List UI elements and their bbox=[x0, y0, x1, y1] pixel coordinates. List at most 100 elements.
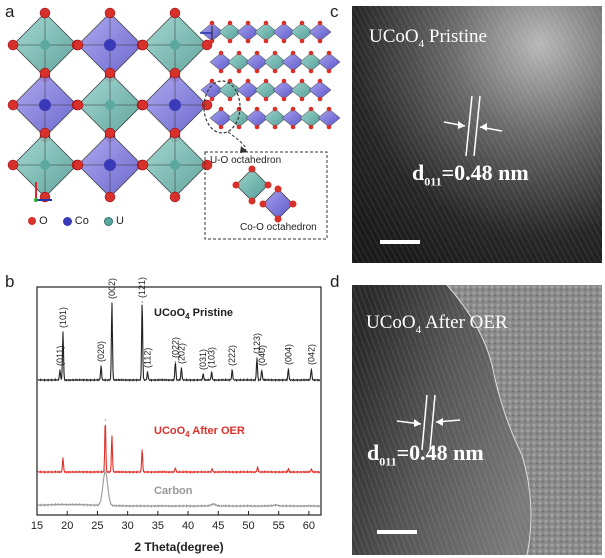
x-axis-title: 2 Theta(degree) bbox=[134, 540, 223, 554]
d-spacing-c-sub: 011 bbox=[424, 174, 442, 189]
tem-image-after-oer bbox=[352, 285, 602, 555]
xrd-peak-point bbox=[111, 435, 113, 437]
xrd-series-line bbox=[37, 303, 321, 383]
x-tick-label: 40 bbox=[182, 520, 194, 532]
octahedra-layer bbox=[209, 106, 340, 130]
tem-title-d-tail: After OER bbox=[421, 312, 508, 333]
x-tick-label: 55 bbox=[273, 520, 285, 532]
tem-title-c-main: UCoO bbox=[369, 26, 419, 47]
highlight-ellipse bbox=[203, 80, 241, 134]
xrd-peak-point bbox=[180, 367, 183, 369]
xrd-peak-point bbox=[59, 369, 61, 371]
miller-index-label: (022) bbox=[170, 337, 180, 358]
d-spacing-label-d: d011=0.48 nm bbox=[367, 440, 484, 469]
miller-index-label: (101) bbox=[58, 307, 68, 328]
xrd-peak-point bbox=[174, 467, 176, 469]
xrd-peak-point bbox=[141, 449, 143, 451]
panel-a-crystal-structure: a U-O octahedron Co-O octahedron bbox=[0, 0, 340, 265]
series-label-carbon: Carbon bbox=[154, 485, 193, 497]
crystal-structure-drawing bbox=[7, 7, 340, 240]
d-spacing-c-main: d bbox=[412, 160, 425, 185]
series-label-pristine: UCoO4 Pristine bbox=[154, 307, 233, 321]
xrd-peak-point bbox=[146, 371, 149, 373]
panel-b-xrd-chart: b 15 20 25 30 35 40 45 50 55 60 (011) (101) (020) (0… bbox=[0, 272, 340, 558]
xrd-peak-point bbox=[310, 368, 312, 370]
legend-label-u: U bbox=[115, 215, 124, 227]
miller-index-label: (002) bbox=[107, 278, 117, 299]
miller-index-label: (112) bbox=[143, 348, 153, 368]
co-o-octahedron bbox=[72, 127, 148, 203]
xrd-peak-point bbox=[202, 373, 204, 375]
xrd-peak-point bbox=[211, 468, 213, 470]
panel-label-b: b bbox=[5, 272, 15, 291]
plot-frame bbox=[36, 286, 322, 516]
x-tick-label: 50 bbox=[242, 520, 254, 532]
cobalt-atom-icon bbox=[62, 216, 72, 226]
xrd-series-line bbox=[37, 469, 321, 509]
miller-index-label: (020) bbox=[96, 341, 106, 362]
xrd-peak-point bbox=[256, 357, 258, 359]
octahedra-layer bbox=[209, 50, 340, 74]
tem-title-d: UCoO4 After OER bbox=[366, 312, 508, 336]
tem-title-c: UCoO4 Pristine bbox=[369, 26, 487, 50]
x-tick-label: 25 bbox=[91, 520, 103, 532]
miller-index-label: (202) bbox=[176, 343, 186, 364]
d-spacing-d-sub: 011 bbox=[379, 454, 397, 469]
xrd-peak-point bbox=[287, 468, 289, 470]
panel-label-d: d bbox=[330, 272, 340, 291]
miller-index-label: (222) bbox=[227, 345, 237, 366]
miller-index-label: (123) bbox=[252, 333, 262, 354]
octahedra-grid bbox=[7, 7, 213, 203]
xrd-series-line bbox=[37, 424, 321, 475]
xrd-peak-point bbox=[310, 468, 312, 470]
x-tick-label: 45 bbox=[212, 520, 224, 532]
miller-index-label: (042) bbox=[306, 344, 316, 365]
d-spacing-label-c: d011=0.48 nm bbox=[412, 160, 529, 189]
xrd-peak-point bbox=[111, 302, 113, 304]
miller-index-label: (031) bbox=[198, 349, 208, 370]
tem-title-d-main: UCoO bbox=[366, 312, 416, 333]
u-o-octahedron bbox=[7, 127, 83, 203]
co-o-octahedron bbox=[7, 67, 83, 143]
xrd-peak-point bbox=[174, 361, 176, 363]
xrd-peak-point bbox=[62, 331, 64, 333]
panel-label-c: c bbox=[330, 2, 339, 21]
uranium-atom-icon bbox=[103, 216, 113, 226]
co-o-octahedron-label: Co-O octahedron bbox=[240, 222, 317, 233]
panel-d-tem-after-oer: d UCoO4 After OER d011=0.48 nm bbox=[330, 272, 605, 558]
miller-index-label: (121) bbox=[137, 277, 147, 298]
xrd-peak-point bbox=[275, 504, 277, 506]
oxygen-atom-icon bbox=[28, 217, 36, 226]
xrd-peak-point bbox=[261, 369, 263, 371]
xrd-peak-point bbox=[100, 365, 102, 367]
x-tick-label: 60 bbox=[303, 520, 315, 532]
octahedra-layer bbox=[200, 78, 332, 102]
xrd-peak-point bbox=[104, 471, 106, 473]
inset-co-o-octahedron bbox=[259, 185, 297, 223]
xrd-peak-point bbox=[256, 466, 259, 468]
u-o-octahedron-label: U-O octahedron bbox=[210, 155, 282, 166]
d-spacing-d-main: d bbox=[367, 440, 380, 465]
x-tick-label: 30 bbox=[122, 520, 134, 532]
legend-label-co: Co bbox=[74, 215, 89, 227]
x-tick-label: 15 bbox=[31, 520, 43, 532]
legend-label-o: O bbox=[39, 215, 48, 227]
panel-c-tem-pristine: c UCoO4 Pristine d011=0.48 nm bbox=[330, 0, 605, 265]
xrd-peak-point bbox=[287, 368, 289, 370]
axis-indicator bbox=[34, 26, 213, 202]
tem-title-c-tail: Pristine bbox=[424, 26, 487, 47]
miller-index-label: (040) bbox=[257, 345, 267, 366]
xrd-peak-point bbox=[212, 503, 215, 505]
series-label-after-oer: UCoO4 After OER bbox=[154, 425, 245, 439]
xrd-peak-point bbox=[141, 301, 143, 303]
panel-label-a: a bbox=[5, 2, 15, 21]
octahedra-layer bbox=[200, 20, 332, 44]
atom-legend: O Co U bbox=[28, 215, 124, 227]
xrd-pattern-chart: 15 20 25 30 35 40 45 50 55 60 (011) (101) (020) (002… bbox=[31, 277, 322, 554]
x-tick-label: 35 bbox=[152, 520, 164, 532]
x-tick-label: 20 bbox=[61, 520, 73, 532]
octahedron-inset-box bbox=[204, 151, 328, 240]
d-spacing-d-tail: =0.48 nm bbox=[396, 440, 484, 465]
layered-projection bbox=[200, 20, 340, 130]
xrd-peak-point bbox=[211, 371, 213, 373]
